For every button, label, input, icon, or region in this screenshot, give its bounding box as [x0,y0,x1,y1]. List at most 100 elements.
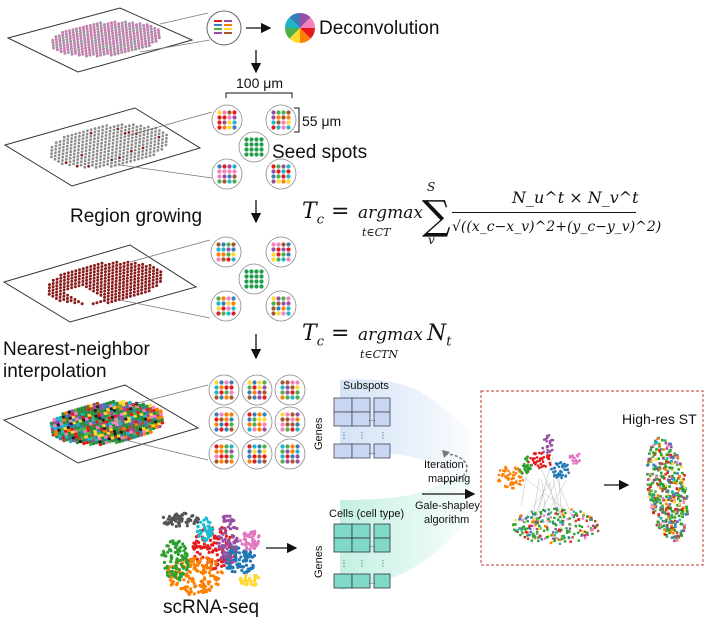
cell-point [245,582,249,586]
spot [101,128,104,132]
spot [74,27,78,31]
tissue-spot [670,491,674,494]
spot [147,289,151,293]
spot [122,142,126,145]
spot [151,272,155,276]
cell-point [184,574,188,578]
cell-point [179,545,183,549]
cell-point [192,541,196,545]
tissue-spot [679,494,682,498]
spot [151,275,155,279]
spot [133,45,137,48]
cell-point [199,557,203,561]
cell-point [541,460,545,464]
spot [76,151,80,155]
spot [120,21,124,25]
spot [66,274,70,278]
tissue-spot [675,460,679,464]
spot [120,24,124,27]
spot [149,141,153,145]
spot [82,33,86,37]
cell-dot [290,395,295,400]
spot [71,438,76,443]
spot [124,125,127,129]
spot [136,431,140,435]
spot [102,423,106,428]
cell-point [244,538,248,542]
spot [109,427,114,431]
cell-point [567,471,570,475]
spot [132,37,136,41]
tissue-spot [584,536,587,540]
spot [139,32,143,36]
spot [68,436,73,441]
spot [165,133,169,137]
cell-point [182,549,186,553]
cell-point [545,455,549,459]
spot [96,428,101,432]
spot [83,426,87,431]
size-bracket [294,107,300,133]
spot [86,37,90,41]
spot [70,409,75,414]
cell-dot [224,385,229,390]
cell-point [174,543,178,547]
tissue-spot [676,472,679,475]
cell-dot [214,412,219,417]
spot [102,160,106,164]
cell-point [510,486,514,490]
cell-dot [281,174,286,179]
spot [81,415,86,419]
spot [119,40,123,44]
spot [95,22,99,26]
spot [54,431,59,436]
cell-dot [214,417,219,422]
cell-point [549,449,552,453]
spot [68,415,73,420]
spot [57,153,61,157]
tissue-spot [670,516,674,519]
cell-dot [290,417,295,422]
spot [135,425,139,430]
spot [100,29,103,33]
cell-dot [217,174,222,179]
spot [96,404,100,409]
spot [100,31,104,35]
tissue-spot [676,520,679,523]
spot [116,413,121,417]
cell-point [507,473,511,476]
spot [137,151,141,154]
spot [113,50,116,54]
tissue-spot [524,530,528,534]
tissue-spot [563,536,566,540]
tissue-spot [675,479,678,482]
spot [93,429,98,433]
cell-point [559,469,562,473]
spot [142,408,147,413]
spot [96,266,100,270]
spot [91,415,95,419]
cell-point [173,550,177,555]
cell-point [198,559,202,564]
spot [62,294,66,298]
spot [103,28,107,32]
pie-slice [285,17,300,28]
spot [78,436,82,441]
tissue-spot [666,490,670,493]
spot [53,423,57,428]
tissue-spot [676,454,679,457]
spot [106,162,110,166]
spot [104,267,107,271]
spot [62,139,66,143]
tissue-spot [677,477,680,480]
cell-dot [286,247,291,252]
cell-point [192,592,196,596]
spot [144,419,148,424]
spot [90,39,94,43]
spot [95,401,100,406]
cell-point [170,539,174,543]
spot [121,26,125,30]
cell-point [171,566,175,570]
cell-dot [216,242,221,247]
spot [127,124,131,128]
